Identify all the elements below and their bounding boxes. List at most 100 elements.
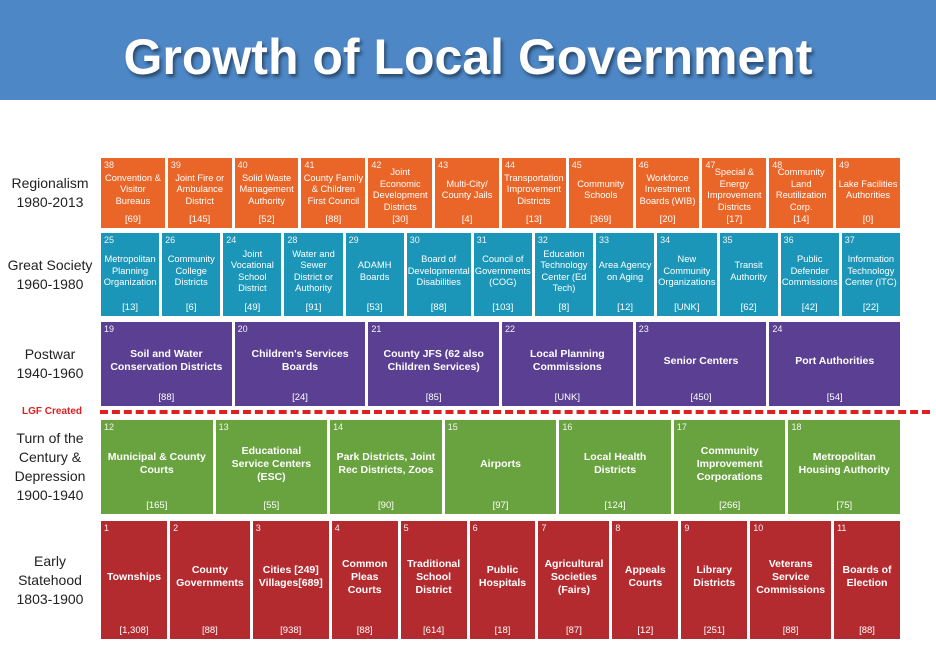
entity-cell: 1 Townships [1,308] (101, 521, 168, 639)
entity-cell: 6 Public Hospitals [18] (469, 521, 536, 639)
entity-number: 42 (371, 160, 382, 170)
entity-cell: 15 Airports [97] (444, 420, 557, 514)
entity-name: Public Hospitals (478, 564, 527, 589)
entity-name: Boards of Election (842, 564, 892, 589)
entity-count: [13] (122, 302, 138, 313)
entity-number: 36 (783, 235, 794, 245)
entity-number: 29 (348, 235, 359, 245)
entity-count: [145] (189, 214, 211, 225)
row-label: Postwar 1940-1960 (0, 322, 100, 406)
row-label-line: 1803-1900 (16, 590, 84, 607)
era-row: 38 Convention & Visitor Bureaus [69] 39 Join… (101, 158, 900, 228)
entity-number: 28 (287, 235, 298, 245)
entity-cell: 22 Local Planning Commissions [UNK] (502, 322, 633, 406)
entity-count: [938] (280, 625, 302, 636)
entity-number: 25 (104, 235, 115, 245)
entity-count: [6] (185, 302, 197, 313)
entity-count: [1,308] (119, 625, 149, 636)
entity-cell: 47 Special & Energy Improvement Districts… (702, 158, 767, 228)
entity-number: 12 (104, 422, 115, 432)
entity-number: 5 (403, 523, 409, 533)
row-label: Great Society 1960-1980 (0, 233, 100, 316)
entity-count: [49] (244, 302, 261, 313)
entity-name: Special & Energy Improvement Districts (707, 167, 762, 212)
entity-cell: 11 Boards of Election [88] (834, 521, 900, 639)
entity-cell: 25 Metropolitan Planning Organization [13] (101, 233, 160, 316)
entity-number: 31 (476, 235, 487, 245)
entity-name: Council of Governments (COG) (474, 254, 531, 288)
entity-number: 21 (371, 324, 382, 334)
entity-number: 20 (237, 324, 248, 334)
entity-count: [266] (719, 500, 741, 511)
entity-name: Water and Sewer District or Authority (292, 248, 335, 294)
entity-name: Education Technology Center (Ed Tech) (540, 248, 588, 294)
entity-count: [97] (492, 500, 509, 511)
entity-number: 41 (304, 160, 315, 170)
row-label-line: Century & (18, 449, 82, 465)
entity-number: 11 (837, 523, 847, 533)
entity-cell: 31 Council of Governments (COG) [103] (473, 233, 532, 316)
entity-name: Metropolitan Housing Authority (798, 451, 890, 476)
entity-count: [124] (604, 500, 626, 511)
entity-number: 35 (722, 235, 733, 245)
entity-cell: 2 County Governments [88] (170, 521, 250, 639)
entity-count: [88] (356, 625, 373, 636)
entity-number: 47 (705, 160, 716, 170)
entity-count: [12] (637, 625, 654, 636)
entity-count: [69] (124, 214, 141, 225)
entity-cell: 3 Cities [249] Villages[689] [938] (252, 521, 329, 639)
entity-name: Joint Vocational School District (230, 248, 274, 294)
entity-name: Educational Service Centers (ESC) (231, 444, 312, 483)
entity-number: 18 (791, 422, 802, 432)
entity-count: [91] (305, 302, 322, 313)
entity-name: Port Authorities (795, 354, 875, 367)
entity-cell: 46 Workforce Investment Boards (WIB) [20] (635, 158, 700, 228)
entity-name: Workforce Investment Boards (WIB) (639, 172, 696, 206)
row-label-line: 1940-1960 (16, 365, 84, 381)
entity-number: 8 (615, 523, 621, 533)
entity-count: [22] (862, 302, 879, 313)
entity-count: [88] (782, 625, 799, 636)
entity-number: 4 (334, 523, 340, 533)
entity-count: [55] (263, 500, 280, 511)
entity-count: [0] (862, 214, 874, 225)
entity-number: 14 (333, 422, 344, 432)
entity-count: [30] (392, 214, 409, 225)
entity-count: [103] (492, 302, 514, 313)
entity-number: 10 (753, 523, 764, 533)
entity-name: Transit Authority (730, 260, 767, 282)
entity-cell: 9 Library Districts [251] (681, 521, 748, 639)
entity-name: Airports (480, 457, 521, 470)
entity-name: Solid Waste Management Authority (239, 172, 294, 206)
entity-name: Appeals Courts (624, 564, 666, 589)
entity-name: Common Pleas Courts (341, 557, 388, 596)
entity-count: [14] (793, 214, 810, 225)
entity-count: [88] (859, 625, 875, 636)
entity-cell: 4 Common Pleas Courts [88] (331, 521, 398, 639)
entity-number: 7 (541, 523, 547, 533)
row-label-line: 1960-1980 (16, 275, 84, 292)
entity-cell: 44 Transportation Improvement Districts [1… (501, 158, 566, 228)
entity-name: Joint Economic Development Districts (372, 167, 428, 212)
entity-cell: 43 Multi-City/ County Jails [4] (435, 158, 499, 228)
entity-number: 34 (660, 235, 671, 245)
entity-cell: 10 Veterans Service Commissions [88] (750, 521, 832, 639)
entity-number: 3 (255, 523, 261, 533)
entity-cell: 40 Solid Waste Management Authority [52] (234, 158, 299, 228)
entity-cell: 5 Traditional School District [614] (400, 521, 467, 639)
entity-number: 22 (505, 324, 516, 334)
entity-name: County Governments (176, 564, 244, 589)
entity-count: [85] (425, 392, 442, 403)
entity-name: New Community Organizations (658, 254, 716, 288)
entity-count: [88] (158, 392, 175, 403)
entity-name: Agricultural Societies (Fairs) (544, 557, 604, 596)
entity-count: [18] (494, 625, 511, 636)
entity-count: [13] (525, 214, 542, 225)
entity-number: 32 (537, 235, 548, 245)
entity-name: Metropolitan Planning Organization (103, 254, 157, 288)
row-label: Regionalism 1980-2013 (0, 158, 100, 228)
entity-cell: 20 Children's Services Boards [24] (234, 322, 366, 406)
entity-cell: 37 Information Technology Center (ITC) [22… (841, 233, 900, 316)
entity-number: 24 (226, 235, 237, 245)
header-band: Growth of Local Government (0, 0, 936, 100)
